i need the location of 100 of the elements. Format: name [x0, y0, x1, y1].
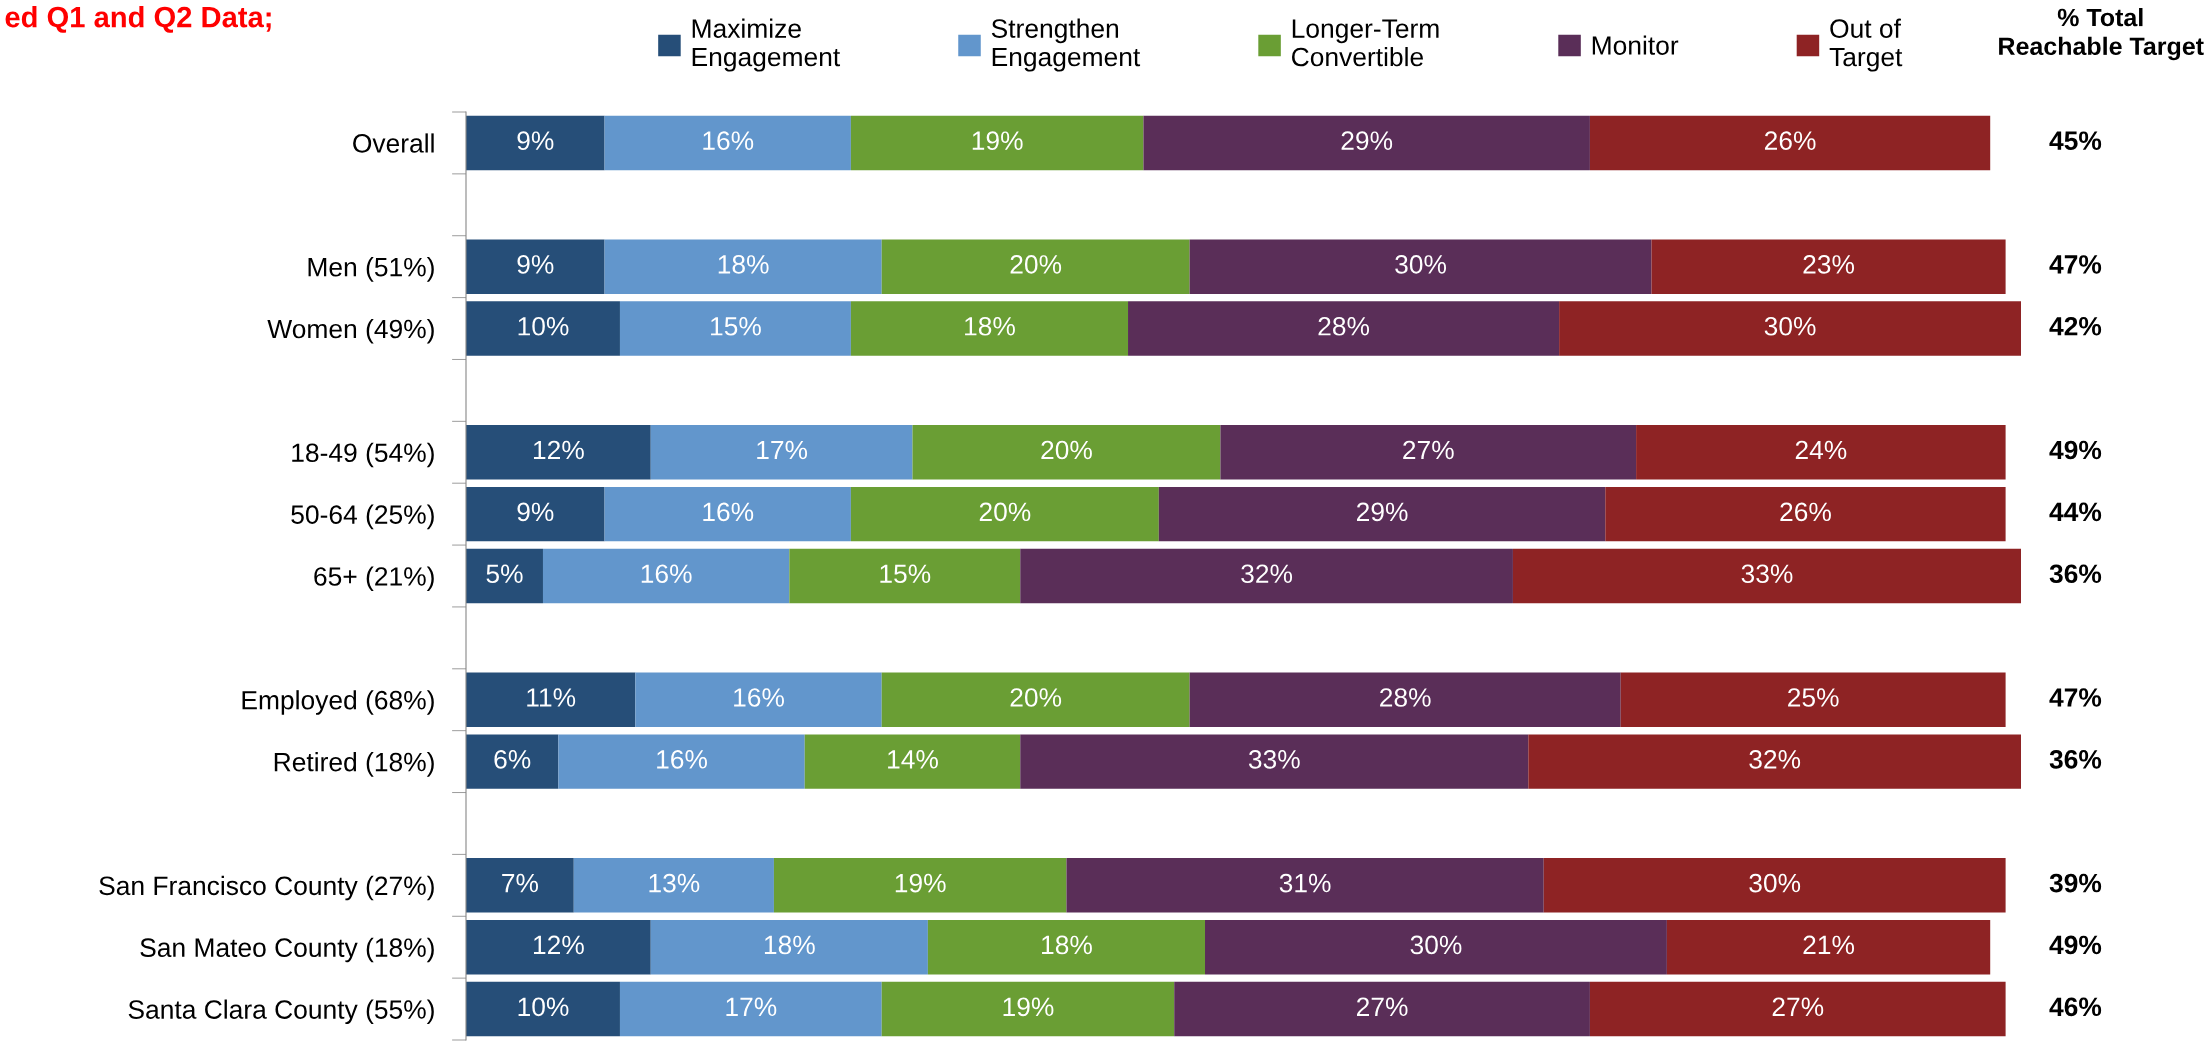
- y-tick-label: 50-64 (25%): [291, 504, 434, 530]
- data-label: 24%: [1795, 440, 1847, 460]
- bar: [466, 672, 636, 727]
- data-label: 30%: [1395, 255, 1447, 274]
- bar: [635, 672, 882, 727]
- data-label: 26%: [1764, 131, 1816, 151]
- bar: [1066, 858, 1544, 913]
- bar: [1512, 548, 2021, 604]
- bar: [619, 981, 882, 1037]
- data-label: 33%: [1741, 564, 1793, 584]
- data-label: 9%: [517, 131, 554, 151]
- data-label: 33%: [1248, 750, 1300, 769]
- data-label: 27%: [1356, 997, 1408, 1017]
- bar: [1620, 672, 2006, 727]
- data-label: 16%: [703, 502, 754, 522]
- bar: [604, 115, 851, 171]
- bar: [466, 858, 574, 913]
- data-label: 10%: [518, 997, 569, 1017]
- data-label: 30%: [1410, 935, 1462, 955]
- y-tick-label: Men (51%): [308, 257, 434, 282]
- bar: [650, 425, 913, 480]
- y-tick-label: Employed (68%): [242, 690, 434, 715]
- data-label: 27%: [1772, 997, 1824, 1017]
- text: % Total Reachable Target: [1999, 8, 2204, 61]
- bar: [619, 301, 851, 356]
- text: 36%: [2049, 750, 2102, 769]
- bar: [466, 734, 559, 789]
- y-tick-label: 65+ (21%): [314, 566, 434, 592]
- bar: [1666, 919, 1991, 975]
- bar: [789, 548, 1021, 604]
- bar: [1220, 425, 1637, 480]
- bar: [466, 919, 651, 975]
- y-tick-label: San Francisco County (27%): [99, 875, 434, 901]
- data-label: 17%: [757, 440, 808, 460]
- data-label: 6%: [494, 750, 531, 769]
- data-label: 12%: [533, 440, 584, 460]
- data-label: 30%: [1749, 873, 1801, 893]
- data-label: 9%: [517, 255, 554, 274]
- data-label: 31%: [1279, 873, 1331, 893]
- data-label: 29%: [1341, 131, 1393, 151]
- legend-label: Monitor: [1592, 35, 1679, 55]
- data-label: 27%: [1403, 440, 1454, 460]
- y-tick-label: 18-49 (54%): [292, 442, 434, 468]
- bar: [466, 981, 620, 1037]
- data-label: 29%: [1356, 502, 1408, 522]
- bar: [1174, 981, 1590, 1037]
- data-label: 16%: [641, 564, 692, 584]
- data-label: 14%: [888, 750, 938, 769]
- bar: [850, 115, 1144, 171]
- bar: [466, 548, 543, 604]
- data-label: 25%: [1788, 688, 1839, 707]
- bar: [558, 734, 805, 789]
- bar: [604, 486, 851, 542]
- text: 49%: [2049, 440, 2102, 460]
- data-label: 19%: [972, 131, 1023, 151]
- text: ed Q1 and Q2 Data;: [5, 6, 271, 33]
- data-label: 32%: [1241, 564, 1293, 584]
- bar: [804, 734, 1021, 789]
- data-label: 19%: [895, 873, 946, 893]
- data-label: 23%: [1803, 255, 1855, 274]
- legend-label: Longer-Term Convertible: [1292, 19, 1439, 67]
- bar: [1020, 548, 1513, 604]
- text: 45%: [2049, 131, 2102, 151]
- bar: [912, 425, 1221, 480]
- bar: [1143, 115, 1590, 171]
- legend-label: Strengthen Engagement: [991, 18, 1141, 72]
- bar: [773, 858, 1067, 913]
- bar: [1636, 425, 2006, 480]
- data-label: 20%: [979, 502, 1031, 522]
- bar: [466, 486, 605, 542]
- bar: [927, 919, 1206, 975]
- bar: [1605, 486, 2006, 542]
- legend-label: Out of Target: [1829, 18, 1903, 72]
- bar: [1559, 301, 2021, 356]
- data-label: 26%: [1780, 502, 1831, 522]
- bar: [881, 239, 1190, 294]
- bar: [1189, 672, 1621, 727]
- bar: [850, 486, 1159, 542]
- data-label: 17%: [726, 997, 777, 1017]
- data-label: 32%: [1749, 750, 1801, 769]
- data-label: 11%: [527, 688, 576, 707]
- data-label: 16%: [703, 131, 754, 151]
- bar: [1528, 734, 2021, 789]
- data-label: 12%: [533, 935, 584, 955]
- data-label: 5%: [486, 564, 523, 584]
- bar: [466, 425, 651, 480]
- y-tick-label: Women (49%): [267, 318, 434, 344]
- bar: [1020, 734, 1529, 789]
- data-label: 9%: [517, 502, 554, 522]
- data-label: 15%: [880, 564, 931, 584]
- data-label: 7%: [502, 873, 539, 893]
- data-label: 28%: [1380, 688, 1431, 707]
- legend-label: Maximize Engagement: [692, 18, 841, 72]
- bar: [1189, 239, 1652, 294]
- bar: [850, 301, 1129, 356]
- bar: [542, 548, 790, 604]
- data-label: 20%: [1010, 688, 1062, 707]
- text: 47%: [2049, 255, 2102, 274]
- bar: [466, 239, 605, 294]
- data-label: 19%: [1003, 997, 1054, 1017]
